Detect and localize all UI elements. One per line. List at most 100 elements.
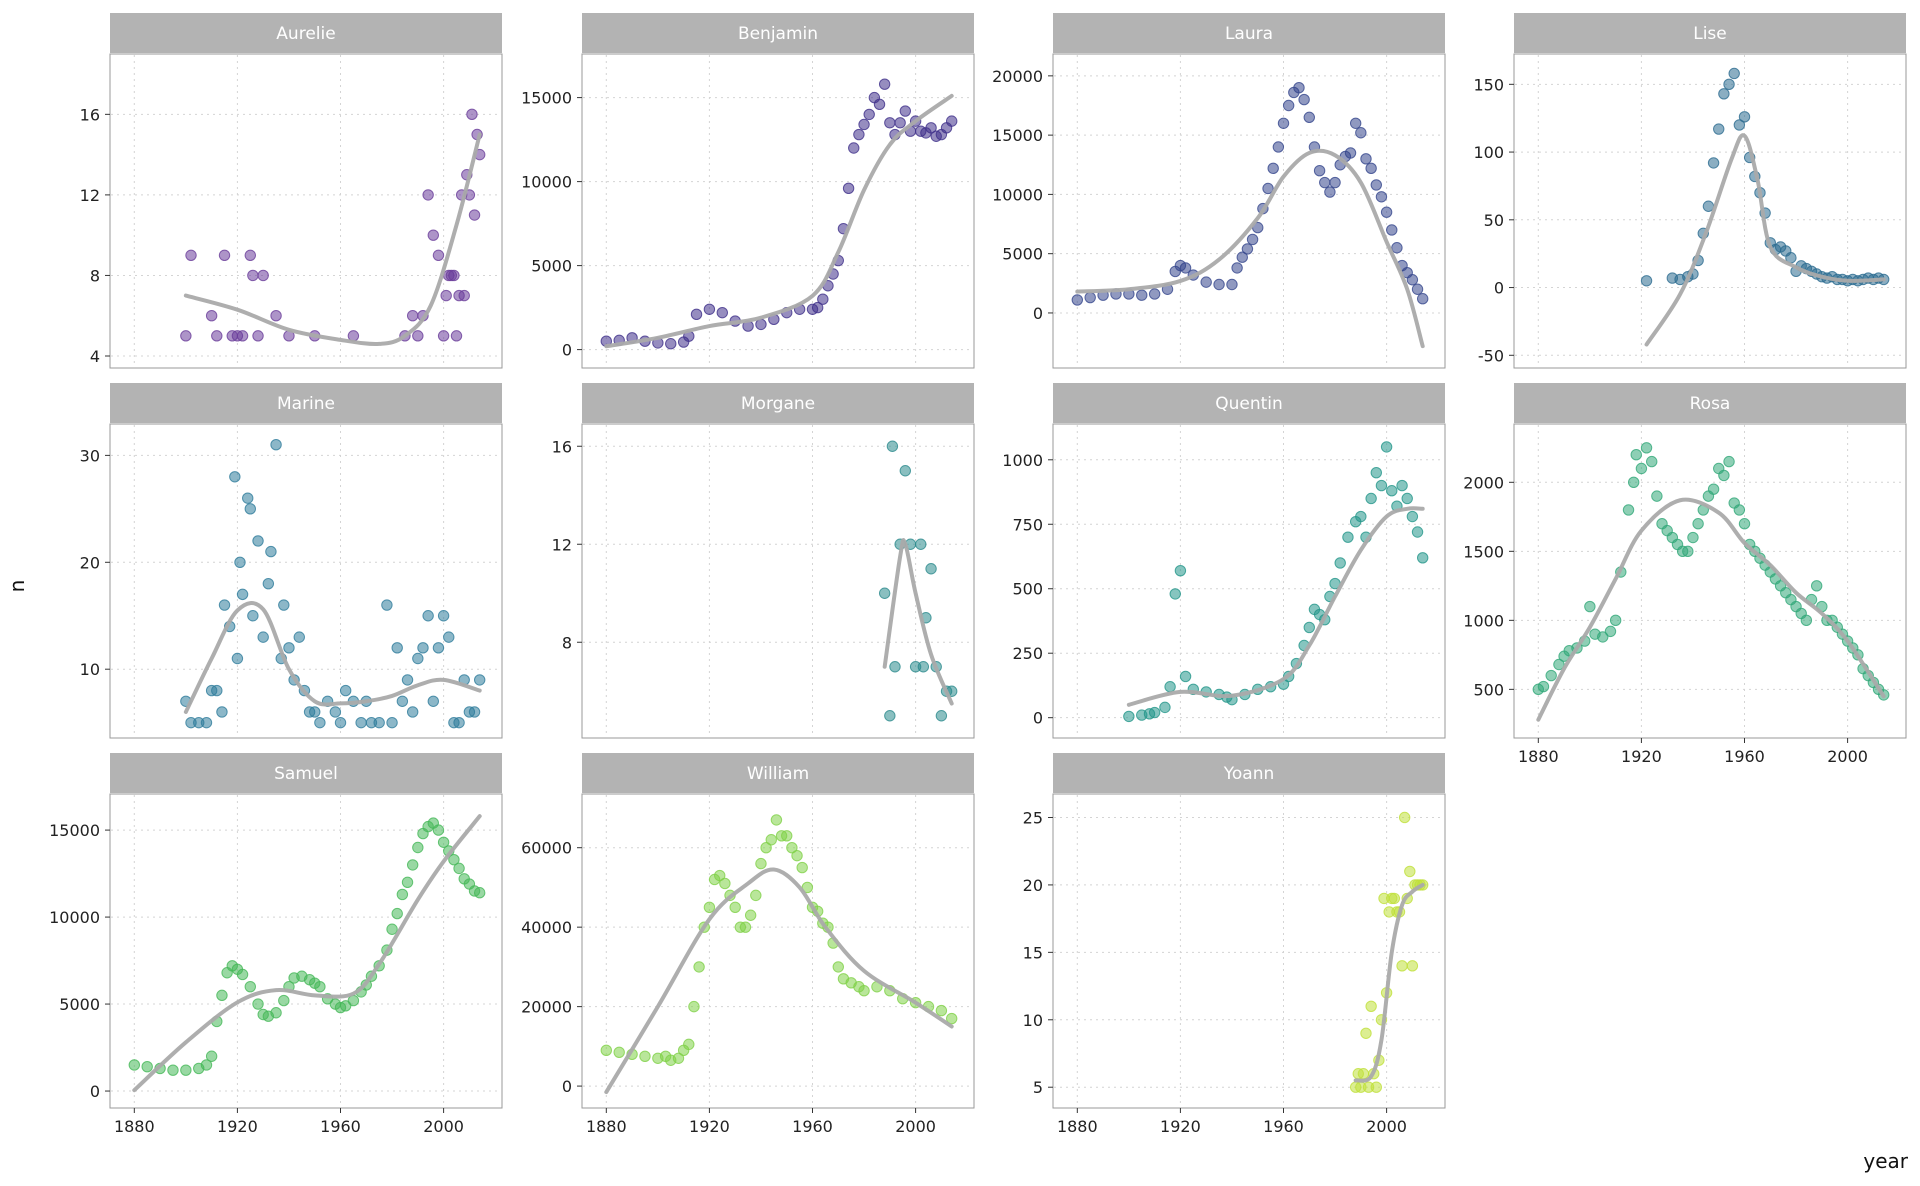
smooth-line-samuel — [132, 814, 482, 1093]
data-point-william — [729, 901, 741, 913]
plot-frame-samuel — [109, 793, 503, 1109]
data-point-william — [703, 901, 716, 913]
data-point-samuel — [252, 998, 264, 1010]
data-point-lise — [1707, 157, 1720, 169]
data-point-quentin — [1416, 552, 1429, 564]
x-tick-label: 2000 — [1366, 1117, 1407, 1136]
data-point-aurelie — [468, 209, 481, 221]
data-point-morgane — [884, 710, 896, 722]
strip-aurelie — [110, 13, 502, 53]
data-point-quentin — [1375, 479, 1388, 492]
data-point-benjamin — [811, 301, 824, 314]
data-point-william — [744, 909, 757, 921]
data-point-marine — [417, 642, 429, 654]
y-tick-label: 0 — [1033, 709, 1043, 728]
data-point-samuel — [200, 1059, 213, 1071]
data-point-laura — [1365, 162, 1377, 175]
y-tick-label: 4 — [90, 347, 100, 366]
data-point-aurelie — [185, 249, 197, 262]
panel-rosa: Rosa 500 1000 1500 2000 1880 1920 1960 2000 — [1463, 383, 1907, 766]
data-point-aurelie — [270, 310, 282, 322]
data-point-lise — [1738, 111, 1751, 123]
panel-marine: Marine 10 20 30 — [80, 383, 503, 739]
y-tick-label: 10000 — [992, 185, 1043, 204]
data-point-marine — [283, 642, 295, 654]
y-tick-label: 15000 — [521, 89, 572, 108]
data-point-laura — [1344, 147, 1357, 159]
data-point-marine — [443, 631, 455, 643]
data-point-marine — [391, 642, 403, 654]
x-tick-label: 1880 — [1057, 1117, 1098, 1136]
data-point-samuel — [391, 907, 403, 920]
data-point-rosa — [1627, 476, 1640, 489]
data-point-laura — [1303, 111, 1315, 124]
data-point-benjamin — [858, 118, 870, 131]
data-point-yoann — [1388, 892, 1401, 905]
data-point-morgane — [886, 440, 899, 452]
data-point-william — [719, 877, 731, 890]
data-point-benjamin — [894, 117, 906, 129]
data-point-laura — [1231, 262, 1243, 274]
data-point-marine — [257, 631, 269, 643]
data-point-samuel — [406, 859, 419, 871]
y-tick-label: 0 — [90, 1082, 100, 1101]
data-point-yoann — [1357, 1068, 1370, 1080]
data-point-lise — [1733, 119, 1746, 131]
data-point-samuel — [236, 968, 249, 981]
panel-samuel: Samuel 0 5000 10000 15000 1880 1920 1960 2000 — [49, 753, 503, 1136]
y-tick-label: 250 — [1012, 644, 1043, 663]
data-point-aurelie — [211, 330, 223, 342]
data-point-laura — [1277, 117, 1290, 129]
x-tick-label: 1920 — [1621, 747, 1662, 766]
data-point-benjamin — [703, 303, 716, 315]
data-point-laura — [1324, 186, 1336, 198]
data-point-quentin — [1303, 621, 1315, 634]
y-tick-label: 1000 — [1463, 611, 1504, 630]
data-point-laura — [1313, 164, 1326, 177]
data-point-william — [760, 842, 772, 854]
data-point-marine — [278, 599, 290, 611]
data-point-laura — [1411, 283, 1424, 295]
y-tick-label: 0 — [1033, 304, 1043, 323]
y-tick-label: 10000 — [521, 173, 572, 192]
y-tick-label: 5000 — [59, 995, 100, 1014]
x-tick-label: 1960 — [1263, 1117, 1304, 1136]
data-point-quentin — [1342, 531, 1354, 543]
x-axis-title: year — [1863, 1149, 1908, 1173]
data-point-marine — [231, 652, 244, 665]
data-point-samuel — [432, 824, 445, 836]
y-tick-label: 10 — [1023, 1011, 1043, 1030]
data-point-william — [613, 1046, 625, 1059]
data-point-william — [796, 861, 808, 874]
data-point-rosa — [1630, 449, 1642, 461]
panel-benjamin: Benjamin 0 5000 10000 15000 — [521, 13, 975, 369]
data-point-marine — [401, 674, 414, 686]
smooth-line-marine — [183, 601, 482, 714]
data-point-marine — [339, 684, 352, 697]
y-tick-label: 8 — [90, 266, 100, 285]
y-tick-label: 15000 — [992, 126, 1043, 145]
data-point-marine — [412, 652, 424, 665]
data-point-william — [755, 857, 767, 870]
data-point-william — [781, 830, 793, 842]
strip-label-lise: Lise — [1693, 24, 1727, 44]
data-point-marine — [218, 599, 231, 611]
data-point-marine — [396, 695, 409, 707]
data-point-samuel — [473, 887, 486, 899]
data-point-yoann — [1365, 1000, 1377, 1012]
data-point-laura — [1391, 242, 1403, 254]
data-point-quentin — [1370, 466, 1382, 479]
data-point-samuel — [141, 1060, 153, 1073]
data-point-laura — [1226, 278, 1238, 291]
data-point-samuel — [216, 989, 228, 1002]
data-point-samuel — [128, 1059, 141, 1071]
data-point-rosa — [1692, 518, 1704, 530]
data-point-marine — [422, 610, 434, 622]
strip-label-morgane: Morgane — [741, 394, 815, 414]
data-point-marine — [453, 716, 465, 729]
panel-yoann: Yoann 5 10 15 20 25 1880 1920 1960 2000 — [1023, 753, 1446, 1136]
y-tick-label: 20 — [1023, 876, 1043, 895]
x-tick-label: 2000 — [1827, 747, 1868, 766]
x-tick-label: 1920 — [217, 1117, 258, 1136]
data-point-william — [832, 961, 844, 973]
